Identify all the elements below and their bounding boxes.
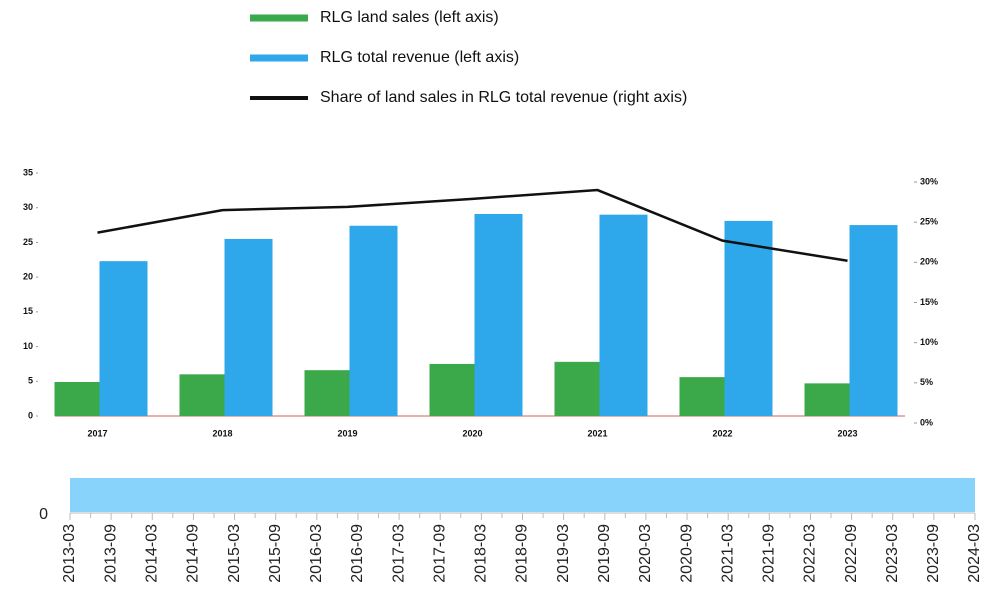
x-tick-label: 2023-03 [884, 524, 901, 583]
band [70, 478, 975, 512]
x-tick-label: 2020-09 [678, 524, 695, 583]
legend-label: RLG land sales (left axis) [320, 9, 499, 26]
bar [679, 377, 725, 416]
x-tick-label: 2013-09 [102, 524, 119, 583]
x-tick-label: 2021-03 [719, 524, 736, 583]
x-tick-label: 2020-03 [637, 524, 654, 583]
y-tick-label: 30 [23, 202, 33, 212]
bar [474, 213, 523, 416]
x-tick-label: 2023 [837, 428, 857, 438]
bar [349, 225, 398, 416]
y-tick-label: 5 [28, 376, 33, 386]
x-tick-label: 2024-03 [966, 524, 983, 583]
bar [99, 261, 148, 416]
bar [599, 214, 648, 416]
bar [179, 374, 225, 416]
y-tick-label: 0 [39, 506, 48, 523]
x-tick-label: 2019 [337, 428, 357, 438]
y-tick-label: 35 [23, 167, 33, 177]
legend-label: Share of land sales in RLG total revenue… [320, 89, 687, 106]
y2-tick-label: 5% [920, 377, 933, 387]
x-tick-label: 2017 [87, 428, 107, 438]
bar [804, 383, 850, 416]
x-tick-label: 2017-09 [431, 524, 448, 583]
x-tick-label: 2019-09 [596, 524, 613, 583]
bar [429, 363, 475, 416]
y-tick-label: 25 [23, 237, 33, 247]
x-tick-label: 2014-03 [143, 524, 160, 583]
x-tick-label: 2022-03 [802, 524, 819, 583]
x-tick-label: 2018 [212, 428, 232, 438]
y2-tick-label: 10% [920, 337, 938, 347]
bar [554, 361, 600, 416]
x-tick-label: 2018-09 [514, 524, 531, 583]
y-tick-label: 10 [23, 341, 33, 351]
bar [224, 238, 273, 416]
x-tick-label: 2018-03 [473, 524, 490, 583]
x-tick-label: 2022 [712, 428, 732, 438]
x-tick-label: 2020 [462, 428, 482, 438]
x-tick-label: 2021 [587, 428, 607, 438]
y-tick-label: 0 [28, 410, 33, 420]
y2-tick-label: 30% [920, 176, 938, 186]
x-tick-label: 2016-03 [308, 524, 325, 583]
line [97, 188, 848, 262]
x-tick-label: 2014-09 [185, 524, 202, 583]
bar [724, 220, 773, 416]
y2-tick-label: 20% [920, 257, 938, 267]
bar [54, 381, 100, 416]
y-tick-label: 15 [23, 306, 33, 316]
y-tick-label: 20 [23, 272, 33, 282]
y2-tick-label: 25% [920, 217, 938, 227]
x-tick-label: 2017-03 [390, 524, 407, 583]
x-tick-label: 2016-09 [349, 524, 366, 583]
x-tick-label: 2022-09 [843, 524, 860, 583]
x-tick-label: 2013-03 [61, 524, 78, 583]
x-tick-label: 2015-09 [267, 524, 284, 583]
y2-tick-label: 0% [920, 417, 933, 427]
bar [304, 370, 350, 416]
y2-tick-label: 15% [920, 297, 938, 307]
x-tick-label: 2015-03 [226, 524, 243, 583]
legend-label: RLG total revenue (left axis) [320, 49, 519, 66]
bar [849, 225, 898, 416]
x-tick-label: 2021-09 [761, 524, 778, 583]
x-tick-label: 2019-03 [555, 524, 572, 583]
x-tick-label: 2023-09 [925, 524, 942, 583]
